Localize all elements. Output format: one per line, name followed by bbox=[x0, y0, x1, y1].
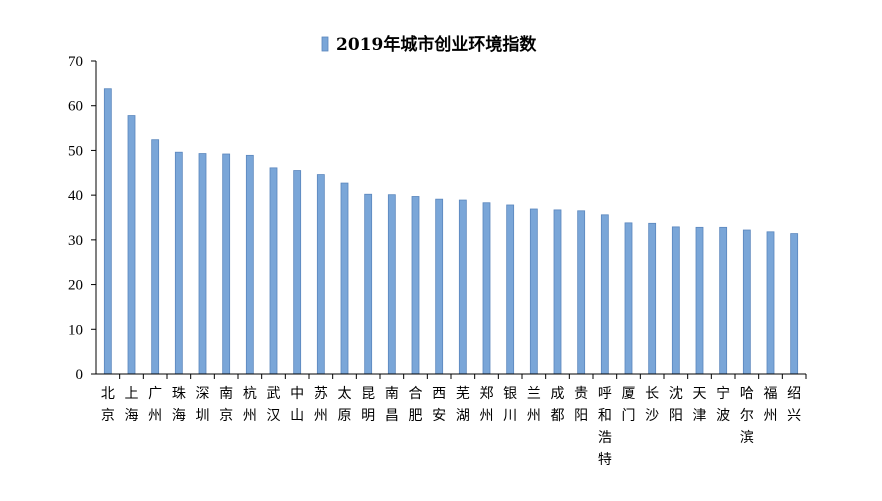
y-tick-label: 60 bbox=[68, 99, 83, 115]
x-tick-label: 郑州 bbox=[480, 386, 494, 424]
x-tick-label: 兰州 bbox=[527, 386, 541, 424]
bar bbox=[151, 139, 160, 375]
x-tick-label: 南京 bbox=[219, 386, 233, 424]
bar bbox=[719, 226, 728, 375]
x-tick-label: 杭州 bbox=[243, 386, 257, 424]
legend-swatch bbox=[321, 36, 329, 52]
chart-title: 2019年城市创业环境指数 bbox=[336, 34, 537, 55]
bar bbox=[695, 226, 704, 375]
y-tick-label: 30 bbox=[68, 233, 83, 249]
bar bbox=[506, 204, 515, 375]
x-tick-label: 银川 bbox=[503, 386, 517, 424]
bar bbox=[790, 233, 799, 375]
x-tick-label: 太原 bbox=[338, 386, 352, 424]
x-tick-label: 苏州 bbox=[314, 386, 328, 424]
bar bbox=[245, 154, 254, 375]
x-tick-label: 福州 bbox=[764, 386, 778, 424]
bar bbox=[103, 88, 112, 375]
x-tick-label: 贵阳 bbox=[574, 386, 588, 424]
y-tick-label: 10 bbox=[68, 322, 83, 338]
x-tick-label: 上海 bbox=[125, 386, 139, 424]
x-tick-label: 武汉 bbox=[267, 386, 281, 424]
bar bbox=[600, 214, 609, 375]
x-tick-label: 沈阳 bbox=[669, 386, 683, 424]
x-tick-label: 成都 bbox=[551, 386, 565, 424]
x-tick-label: 长沙 bbox=[645, 386, 659, 424]
bar bbox=[127, 115, 136, 375]
bar bbox=[198, 153, 207, 375]
chart-legend: 2019年城市创业环境指数 bbox=[321, 34, 537, 55]
x-tick-label: 厦门 bbox=[622, 386, 636, 424]
bar bbox=[269, 167, 278, 375]
bar bbox=[387, 194, 396, 375]
x-tick-label: 宁波 bbox=[716, 385, 730, 424]
bar bbox=[435, 198, 444, 375]
x-tick-label: 中山 bbox=[290, 386, 304, 424]
bar bbox=[411, 196, 420, 375]
x-tick-label: 呼和浩特 bbox=[598, 386, 612, 468]
bar bbox=[293, 170, 302, 375]
x-tick-label: 深圳 bbox=[196, 386, 210, 424]
x-tick-label: 天津 bbox=[693, 386, 707, 424]
x-tick-label: 绍兴 bbox=[787, 386, 801, 424]
bar bbox=[553, 209, 562, 375]
bar bbox=[458, 199, 467, 375]
bar bbox=[742, 229, 751, 375]
x-tick-label: 西安 bbox=[432, 386, 446, 424]
bar bbox=[577, 210, 586, 375]
y-tick-label: 50 bbox=[68, 143, 83, 159]
x-tick-label: 南昌 bbox=[385, 386, 399, 424]
y-tick-label: 40 bbox=[68, 188, 83, 204]
bar bbox=[624, 222, 633, 375]
bar bbox=[766, 231, 775, 375]
bar bbox=[316, 174, 325, 375]
y-tick-label: 70 bbox=[68, 54, 83, 70]
bar bbox=[174, 151, 183, 375]
bars bbox=[103, 88, 799, 375]
x-tick-label: 广州 bbox=[148, 386, 162, 424]
bar bbox=[648, 222, 657, 375]
y-tick-label: 20 bbox=[68, 278, 83, 294]
bar bbox=[222, 153, 231, 375]
y-axis: 0 10 20 30 40 50 60 70 bbox=[68, 54, 97, 383]
x-tick-label: 北京 bbox=[101, 386, 115, 424]
bar bbox=[340, 182, 349, 375]
bar bbox=[364, 193, 373, 375]
x-tick-label: 合肥 bbox=[409, 386, 423, 424]
x-axis: 北京上海广州珠海深圳南京杭州武汉中山苏州太原昆明南昌合肥西安芜湖郑州银川兰州成都… bbox=[96, 373, 807, 468]
x-tick-label: 昆明 bbox=[361, 386, 375, 424]
bar bbox=[671, 226, 680, 375]
x-tick-label: 珠海 bbox=[172, 386, 186, 424]
bar bbox=[482, 202, 491, 375]
y-tick-label: 0 bbox=[76, 367, 84, 383]
x-tick-label: 哈尔滨 bbox=[740, 386, 754, 446]
x-tick-label: 芜湖 bbox=[456, 385, 470, 424]
bar bbox=[529, 208, 538, 375]
